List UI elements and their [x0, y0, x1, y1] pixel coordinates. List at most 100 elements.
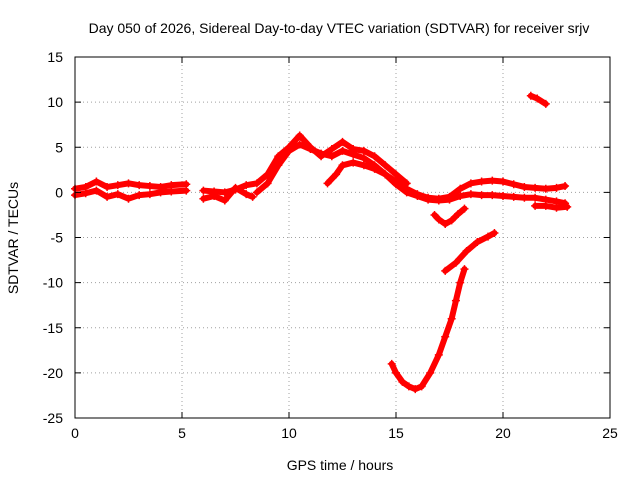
data-point — [156, 188, 165, 197]
data-point — [426, 368, 435, 377]
data-point — [411, 385, 420, 394]
series-arc-early-lower — [71, 186, 191, 203]
data-point — [327, 152, 336, 161]
data-point — [509, 192, 518, 201]
data-point — [349, 150, 358, 159]
data-point — [434, 194, 443, 203]
data-point — [462, 247, 471, 256]
data-point — [456, 184, 465, 193]
data-point — [285, 146, 293, 155]
y-tick-label: 5 — [55, 139, 63, 155]
y-tick-label: -20 — [43, 365, 63, 381]
data-point — [392, 170, 400, 179]
data-point — [359, 146, 368, 155]
y-tick-label: -25 — [43, 410, 63, 426]
data-point — [451, 296, 460, 305]
data-point — [323, 179, 332, 188]
data-point — [417, 382, 426, 391]
data-point — [454, 210, 463, 219]
data-point — [231, 185, 240, 194]
series-arc-plunge — [387, 265, 469, 394]
data-point — [563, 202, 572, 211]
data-point — [424, 193, 433, 202]
chart-title: Day 050 of 2026, Sidereal Day-to-day VTE… — [89, 20, 590, 36]
data-point — [541, 184, 550, 193]
data-point — [456, 278, 465, 287]
series-arc-high — [526, 91, 550, 108]
data-point — [499, 177, 507, 186]
data-point — [338, 161, 347, 170]
data-point — [541, 99, 550, 108]
x-tick-label: 0 — [71, 425, 79, 441]
data-point — [447, 216, 456, 225]
data-point — [167, 187, 176, 196]
data-point — [526, 91, 535, 100]
data-point — [499, 191, 507, 200]
data-point — [434, 350, 443, 359]
y-tick-label: 0 — [55, 184, 63, 200]
data-point — [531, 201, 540, 210]
data-point — [447, 314, 456, 323]
data-point — [252, 179, 261, 188]
data-point — [242, 181, 251, 190]
data-point — [520, 193, 529, 202]
data-point — [295, 140, 304, 149]
series-line — [532, 202, 571, 211]
data-point — [370, 152, 379, 161]
data-point — [332, 170, 341, 179]
series-arc-recover — [441, 228, 499, 275]
data-point — [182, 186, 191, 195]
data-point — [81, 189, 90, 198]
data-point — [441, 332, 450, 341]
data-point — [338, 146, 347, 155]
data-point — [488, 176, 497, 185]
data-point — [509, 180, 518, 189]
data-point — [456, 191, 465, 200]
x-tick-label: 20 — [495, 425, 511, 441]
data-point — [359, 154, 368, 163]
data-point — [488, 191, 497, 200]
data-point — [274, 152, 283, 161]
data-point — [381, 170, 390, 179]
data-point — [473, 238, 482, 247]
data-point — [124, 194, 133, 203]
data-point — [124, 179, 133, 188]
data-point — [451, 258, 460, 267]
data-point — [306, 145, 315, 154]
series-arc-mid-low — [199, 183, 257, 205]
data-point — [445, 192, 454, 201]
y-tick-label: -5 — [51, 230, 64, 246]
data-point — [220, 188, 229, 197]
data-point — [92, 186, 101, 195]
data-point — [413, 190, 422, 199]
data-point — [92, 177, 101, 186]
data-point — [552, 203, 561, 212]
x-tick-label: 10 — [281, 425, 297, 441]
series-line — [200, 132, 410, 196]
data-point — [460, 265, 469, 274]
series-arc-dip — [430, 204, 469, 228]
data-point — [199, 194, 208, 203]
y-tick-label: 10 — [47, 94, 63, 110]
y-tick-label: -10 — [43, 275, 63, 291]
data-point — [263, 179, 272, 188]
x-axis-label: GPS time / hours — [287, 457, 394, 473]
grid-lines — [75, 57, 610, 418]
data-point — [460, 204, 469, 213]
data-point — [252, 188, 261, 197]
data-point — [402, 184, 411, 193]
data-point — [441, 266, 450, 275]
data-point — [477, 177, 486, 186]
data-point — [541, 201, 550, 210]
data-point — [103, 182, 112, 191]
data-point — [533, 94, 542, 103]
data-point — [327, 145, 336, 154]
data-point — [103, 192, 112, 201]
data-point — [466, 179, 475, 188]
data-point — [317, 149, 326, 158]
series-arc-end-low — [531, 201, 572, 212]
axis-ticks: 0 5 10 15 20 25 15 10 5 0 -5 -10 -15 -20 -25 — [43, 49, 618, 441]
data-point — [242, 190, 251, 199]
data-point — [338, 137, 347, 146]
